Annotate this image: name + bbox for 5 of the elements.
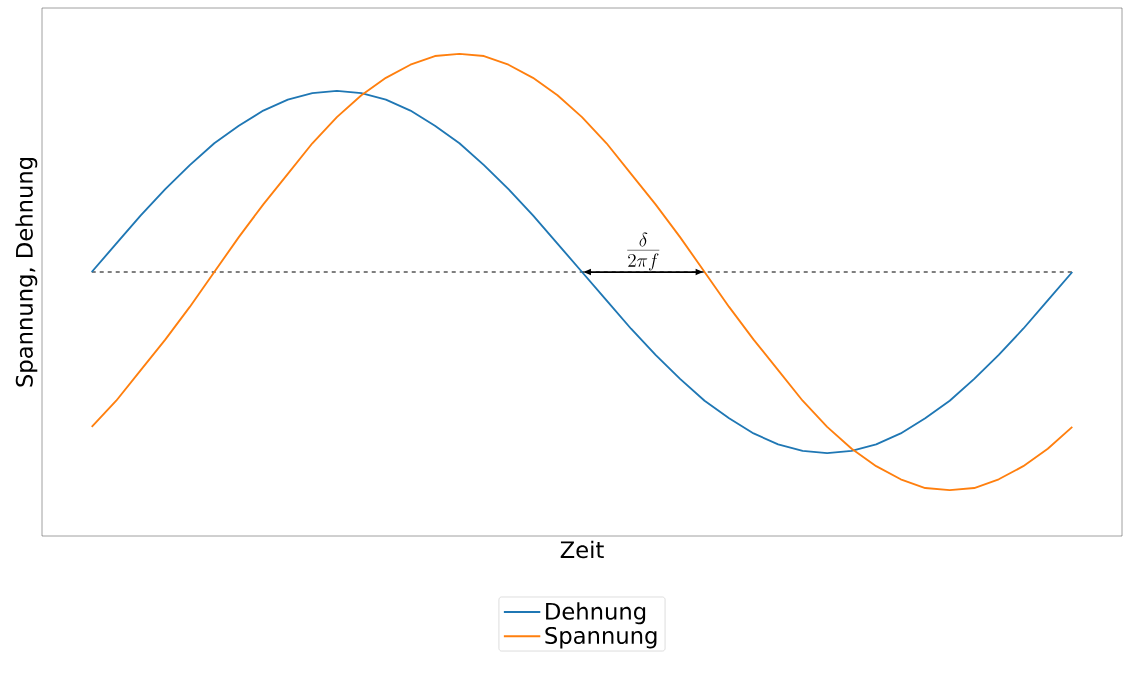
legend-label: Dehnung (546, 602, 646, 625)
annotation: $\frac{\delta}{2\pi f}$ (627, 232, 660, 271)
legend-label: Spannung (545, 626, 657, 649)
x-axis-title: Zeit (560, 540, 604, 559)
y-axis-title: Spannung, Dehnung (15, 157, 38, 387)
